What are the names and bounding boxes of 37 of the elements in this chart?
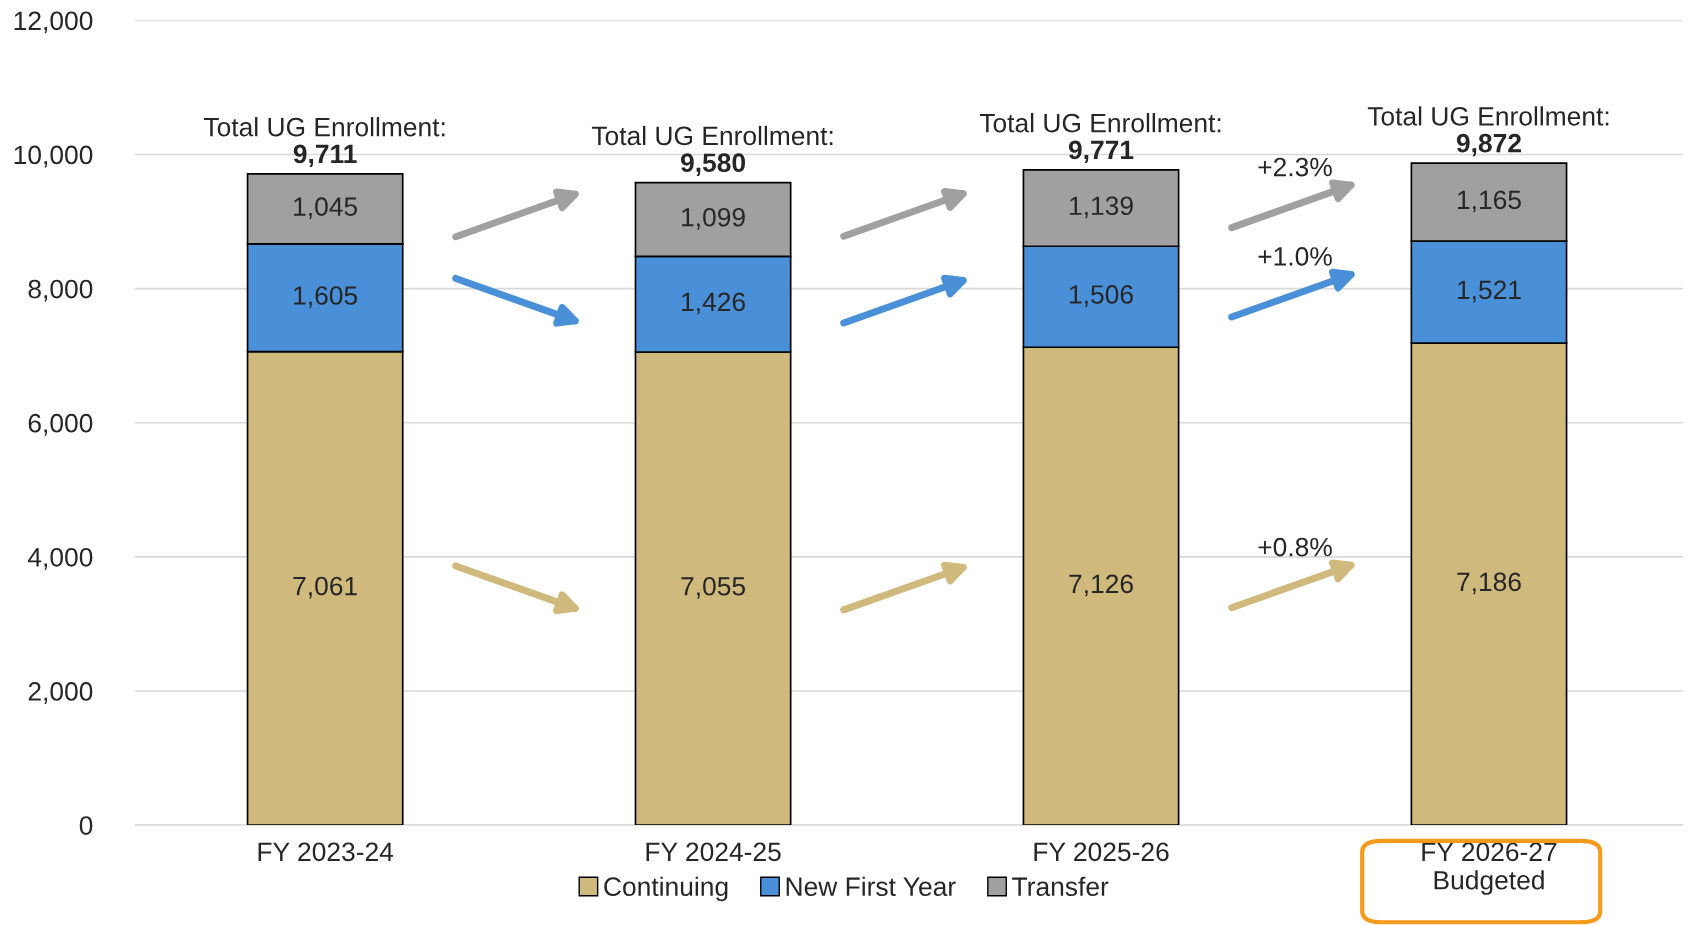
data-label: 1,426 [682, 292, 745, 315]
annotation: +0.8% [1258, 537, 1332, 557]
total-label: 9,711 [293, 144, 357, 168]
legend-label: Transfer [1012, 876, 1109, 897]
legend-label: Continuing [604, 876, 728, 902]
data-label: 1,045 [294, 197, 358, 220]
y-tick-label: 6,000 [28, 413, 93, 436]
x-tick-label: FY 2024-25 [646, 842, 781, 862]
total-label: 9,580 [680, 153, 746, 176]
y-tick-label: 10,000 [14, 145, 93, 168]
data-label: 1,165 [1457, 190, 1521, 213]
data-label: 1,605 [294, 286, 358, 308]
data-label: 7,186 [1457, 572, 1521, 595]
annotation: +1.0% [1258, 247, 1332, 266]
data-label: 7,055 [681, 576, 745, 599]
y-tick-label: 12,000 [14, 11, 93, 34]
annotation: Total UG Enrollment: [1367, 106, 1609, 126]
legend-label: New First Year [786, 876, 956, 897]
y-tick-label: 2,000 [28, 682, 93, 704]
data-label: 7,126 [1069, 574, 1133, 597]
data-label: 1,521 [1457, 280, 1521, 303]
x-tick-label: FY 2026-27 Budgeted [1422, 842, 1557, 895]
total-label: 9,872 [1456, 133, 1521, 157]
x-tick-label: FY 2025-26 [1034, 842, 1169, 862]
x-tick-label: FY 2023-24 [258, 842, 394, 862]
y-tick-label: 4,000 [27, 547, 93, 570]
total-label: 9,771 [1068, 140, 1134, 164]
annotation: Total UG Enrollment: [591, 125, 833, 146]
annotation: Total UG Enrollment: [979, 113, 1221, 133]
data-label: 1,139 [1070, 196, 1133, 219]
annotation: Total UG Enrollment: [204, 117, 445, 137]
data-label: 7,061 [293, 576, 357, 599]
data-label: 1,099 [682, 207, 745, 230]
y-tick-label: 0 [79, 816, 93, 835]
data-label: 1,506 [1070, 285, 1133, 307]
annotation: +2.3% [1258, 157, 1332, 177]
y-tick-label: 8,000 [28, 279, 93, 302]
